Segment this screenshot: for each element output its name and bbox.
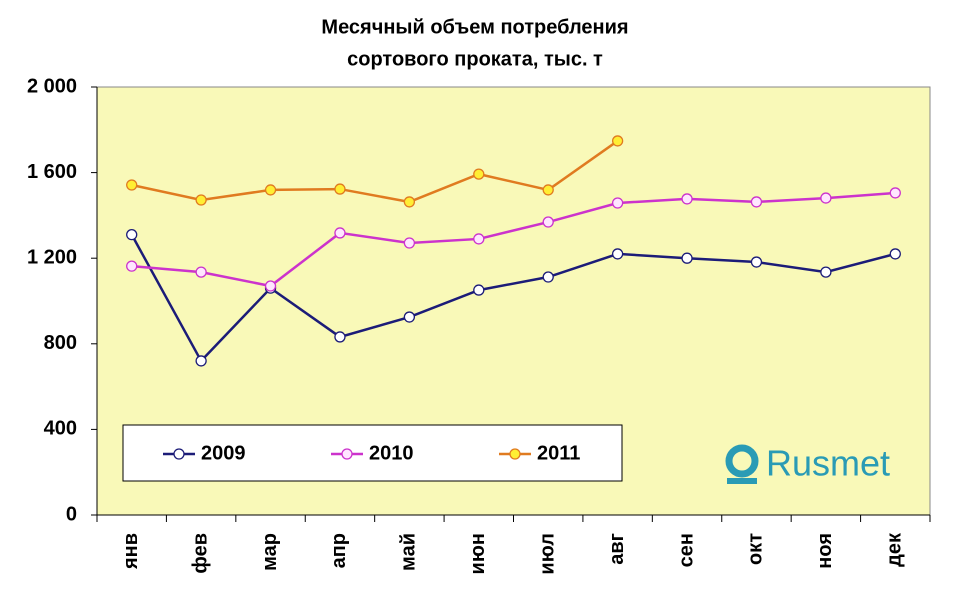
legend-label: 2011 <box>537 442 580 464</box>
data-point <box>820 192 832 204</box>
data-point <box>334 227 346 239</box>
data-point <box>820 266 832 278</box>
data-point <box>264 184 277 196</box>
x-tick-label: июл <box>536 533 558 575</box>
data-point <box>681 252 693 264</box>
y-tick-label: 1 200 <box>27 246 77 268</box>
legend-marker <box>509 448 521 460</box>
data-point <box>195 194 207 206</box>
data-point <box>126 229 138 241</box>
data-point <box>126 179 138 191</box>
x-tick-label: янв <box>120 533 142 570</box>
data-point <box>473 284 485 296</box>
data-point <box>334 331 346 343</box>
data-point <box>542 216 554 228</box>
data-point <box>403 237 416 249</box>
x-tick-label: окт <box>745 533 767 565</box>
data-point <box>750 256 763 268</box>
legend-marker <box>173 448 185 460</box>
x-tick-label: фев <box>189 533 211 574</box>
legend-box <box>122 424 623 482</box>
data-point <box>681 193 693 205</box>
data-point <box>195 266 207 278</box>
y-tick-label: 400 <box>44 418 77 440</box>
data-point <box>611 248 624 260</box>
logo: Rusmet <box>725 443 890 484</box>
x-tick-label: июн <box>467 533 489 574</box>
y-tick-label: 1 600 <box>27 161 77 183</box>
legend-label: 2010 <box>369 442 414 464</box>
data-point <box>889 187 901 199</box>
x-tick-label: апр <box>328 533 350 568</box>
x-tick-label: дек <box>884 532 906 567</box>
data-point <box>473 233 485 245</box>
y-tick-label: 800 <box>44 332 77 354</box>
data-point <box>473 168 485 180</box>
x-tick-label: мар <box>259 533 281 571</box>
legend-marker <box>341 448 353 460</box>
data-point <box>403 196 416 208</box>
chart-title: сортового проката, тыс. т <box>347 48 603 70</box>
data-point <box>334 183 346 195</box>
y-tick-label: 0 <box>66 503 77 525</box>
data-point <box>611 197 624 209</box>
series-line <box>131 191 896 288</box>
x-tick-label: май <box>398 533 420 571</box>
logo-icon-base <box>727 478 757 484</box>
legend-label: 2009 <box>201 442 246 464</box>
y-tick-label: 2 000 <box>27 75 77 97</box>
series-line <box>131 139 619 204</box>
x-tick-label: авг <box>606 533 628 565</box>
data-point <box>889 248 901 260</box>
data-point <box>195 355 207 367</box>
data-point <box>611 135 624 147</box>
chart-title: Месячный объем потребления <box>321 16 628 38</box>
logo-text: Rusmet <box>766 443 890 484</box>
data-point <box>750 196 763 208</box>
data-point <box>403 311 416 323</box>
data-point <box>542 271 554 283</box>
series-line <box>130 234 896 364</box>
x-tick-label: ноя <box>814 533 836 569</box>
logo-icon <box>725 444 759 478</box>
data-point <box>264 280 277 292</box>
data-point <box>542 184 554 196</box>
x-tick-label: сен <box>675 533 697 567</box>
data-point <box>126 260 138 272</box>
